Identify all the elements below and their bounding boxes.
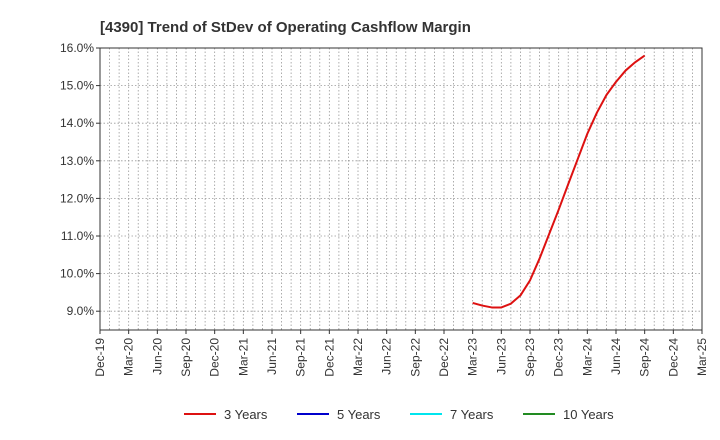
chart-title: [4390] Trend of StDev of Operating Cashf… [100,19,471,36]
series-line-3-years [472,54,646,309]
axes: 9.0% 10.0% 11.0% 12.0% 13.0% 14.0% 15.0% 16.0% D… [60,41,709,377]
legend-item: 10 Years [523,407,614,422]
x-tick-label: Sep-23 [523,338,537,377]
x-tick-label: Mar-21 [236,338,250,376]
x-tick-label: Jun-24 [609,338,623,375]
y-tick-label: 11.0% [61,229,94,243]
plot-area [100,48,702,330]
y-tick-label: 16.0% [60,41,94,55]
x-tick-label: Jun-21 [265,338,279,375]
legend-item: 3 Years [184,407,268,422]
legend-label: 10 Years [563,407,614,422]
legend: 3 Years 5 Years 7 Years 10 Years [184,407,614,422]
x-tick-label: Sep-21 [294,338,308,377]
x-tick-label: Mar-23 [466,338,480,376]
x-tick-label: Dec-24 [666,338,680,377]
x-tick-label: Dec-20 [208,338,222,377]
y-tick-label: 10.0% [60,267,94,281]
x-tick-label: Sep-20 [179,338,193,377]
legend-label: 5 Years [337,407,381,422]
plot-background [100,48,702,330]
x-tick-label: Mar-24 [580,338,594,376]
x-tick-label: Dec-23 [552,338,566,377]
x-tick-label: Dec-19 [93,338,107,377]
x-tick-label: Sep-22 [408,338,422,377]
x-tick-label: Mar-22 [351,338,365,376]
y-tick-label: 14.0% [60,116,94,130]
y-tick-label: 9.0% [67,304,95,318]
x-tick-label: Jun-22 [380,338,394,375]
grid [100,47,702,330]
series-layer [472,54,646,309]
plot-frame [99,47,703,331]
legend-label: 7 Years [450,407,494,422]
x-tick-label: Dec-21 [322,338,336,377]
legend-label: 3 Years [224,407,268,422]
x-tick-label: Dec-22 [437,338,451,377]
y-tick-label: 12.0% [60,191,94,205]
y-tick-label: 15.0% [60,79,94,93]
x-tick-label: Jun-20 [150,338,164,375]
y-tick-label: 13.0% [60,154,94,168]
legend-item: 7 Years [410,407,494,422]
legend-item: 5 Years [297,407,381,422]
x-tick-label: Jun-23 [494,338,508,375]
x-tick-label: Mar-20 [122,338,136,376]
x-tick-label: Sep-24 [638,338,652,377]
x-tick-label: Mar-25 [695,338,709,376]
